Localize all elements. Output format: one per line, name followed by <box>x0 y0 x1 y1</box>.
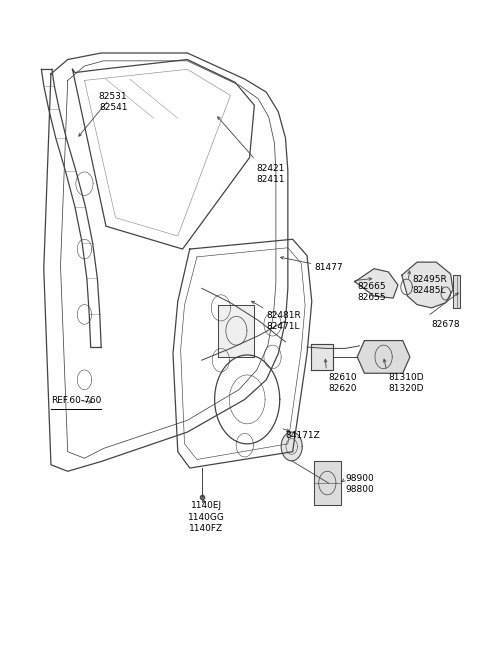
Text: REF.60-760: REF.60-760 <box>51 396 101 405</box>
Polygon shape <box>314 462 340 505</box>
Text: 82665
82655: 82665 82655 <box>357 282 386 301</box>
Text: 82678: 82678 <box>432 320 460 329</box>
Polygon shape <box>402 262 453 308</box>
Text: 82610
82620: 82610 82620 <box>328 373 357 393</box>
Polygon shape <box>218 305 254 357</box>
Text: 1140EJ
1140GG
1140FZ: 1140EJ 1140GG 1140FZ <box>188 502 225 533</box>
Polygon shape <box>355 269 398 298</box>
Text: 82481R
82471L: 82481R 82471L <box>266 311 301 331</box>
Text: 98900
98800: 98900 98800 <box>345 474 374 495</box>
Text: 82531
82541: 82531 82541 <box>99 92 128 112</box>
Text: 81477: 81477 <box>314 263 343 272</box>
Polygon shape <box>453 275 460 308</box>
Polygon shape <box>311 344 333 370</box>
Text: 82495R
82485L: 82495R 82485L <box>412 275 447 295</box>
Polygon shape <box>281 432 302 461</box>
Text: 84171Z: 84171Z <box>286 431 320 440</box>
Text: 81310D
81320D: 81310D 81320D <box>388 373 424 393</box>
Text: 82421
82411: 82421 82411 <box>257 164 285 184</box>
Polygon shape <box>357 341 410 373</box>
